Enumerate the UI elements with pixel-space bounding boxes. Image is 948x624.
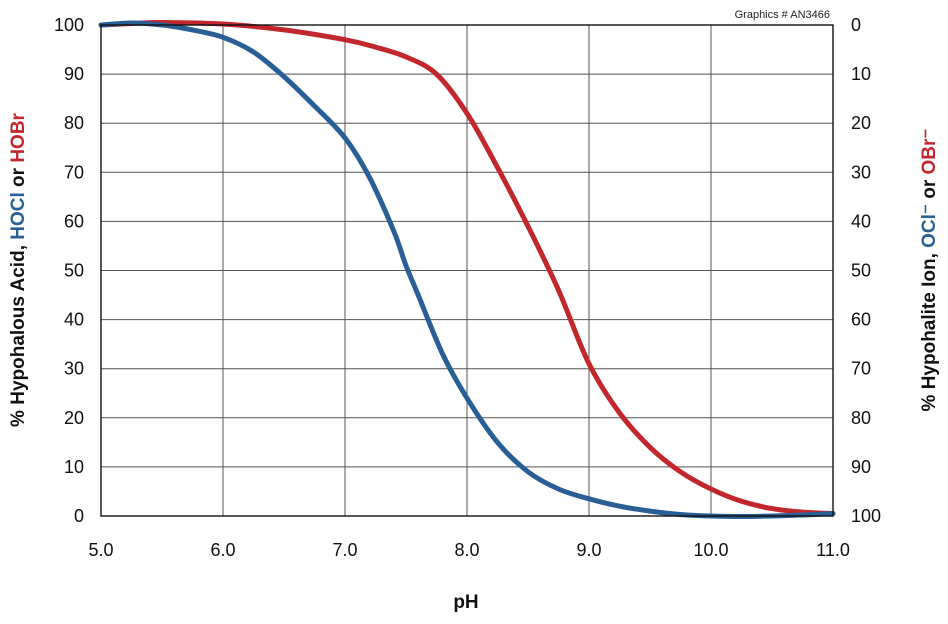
- right-y-tick-label: 0: [851, 15, 861, 35]
- left-y-tick-label: 20: [64, 408, 84, 428]
- right-y-tick-label: 40: [851, 211, 871, 231]
- x-tick-label: 11.0: [816, 540, 850, 560]
- right-y-tick-label: 10: [851, 64, 871, 84]
- axis-title-part: % Hypohalous Acid,: [8, 240, 29, 427]
- right-y-tick-label: 20: [851, 113, 871, 133]
- left-y-tick-label: 80: [64, 113, 84, 133]
- right-y-tick-label: 70: [851, 359, 871, 379]
- left-y-tick-label: 90: [64, 64, 84, 84]
- right-y-tick-label: 90: [851, 457, 871, 477]
- left-y-tick-label: 50: [64, 261, 84, 281]
- left-y-tick-label: 70: [64, 162, 84, 182]
- graphics-credit: Graphics # AN3466: [735, 9, 830, 21]
- x-tick-label: 6.0: [210, 540, 235, 560]
- right-y-axis-title: % Hypohalite Ion, OCl⁻ or OBr⁻: [919, 129, 940, 412]
- gridlines: [100, 24, 834, 517]
- left-y-tick-label: 60: [64, 211, 84, 231]
- axis-title-part: OCl⁻: [919, 204, 940, 248]
- x-tick-label: 8.0: [454, 540, 479, 560]
- right-y-tick-label: 60: [851, 310, 871, 330]
- right-y-tick-label: 30: [851, 162, 871, 182]
- right-y-tick-label: 100: [851, 506, 881, 526]
- left-y-tick-label: 0: [74, 506, 84, 526]
- x-tick-label: 5.0: [88, 540, 113, 560]
- plot-frame: [100, 24, 834, 517]
- x-tick-label: 7.0: [332, 540, 357, 560]
- left-y-axis-title: % Hypohalous Acid, HOCl or HOBr: [8, 112, 29, 427]
- left-y-tick-label: 100: [54, 15, 84, 35]
- hypobromous-curve: [98, 20, 836, 516]
- axis-title-part: HOBr: [8, 112, 29, 162]
- x-axis-title: pH: [453, 592, 478, 613]
- x-axis-ticks: 5.0 6.0 7.0 8.0 9.0 10.0 11.0: [88, 540, 849, 560]
- x-tick-label: 10.0: [693, 540, 728, 560]
- left-y-tick-label: 10: [64, 457, 84, 477]
- left-y-tick-label: 40: [64, 310, 84, 330]
- axis-title-part: or: [919, 174, 940, 204]
- x-tick-label: 9.0: [576, 540, 601, 560]
- axis-title-part: or: [8, 163, 29, 193]
- axis-title-part: HOCl: [8, 192, 29, 240]
- left-y-tick-label: 30: [64, 359, 84, 379]
- axis-title-part: % Hypohalite Ion,: [919, 248, 940, 412]
- axis-title-part: OBr⁻: [919, 129, 940, 175]
- left-y-axis-ticks: 0 10 20 30 40 50 60 70 80 90 100: [54, 15, 84, 526]
- right-y-tick-label: 80: [851, 408, 871, 428]
- right-y-tick-label: 50: [851, 261, 871, 281]
